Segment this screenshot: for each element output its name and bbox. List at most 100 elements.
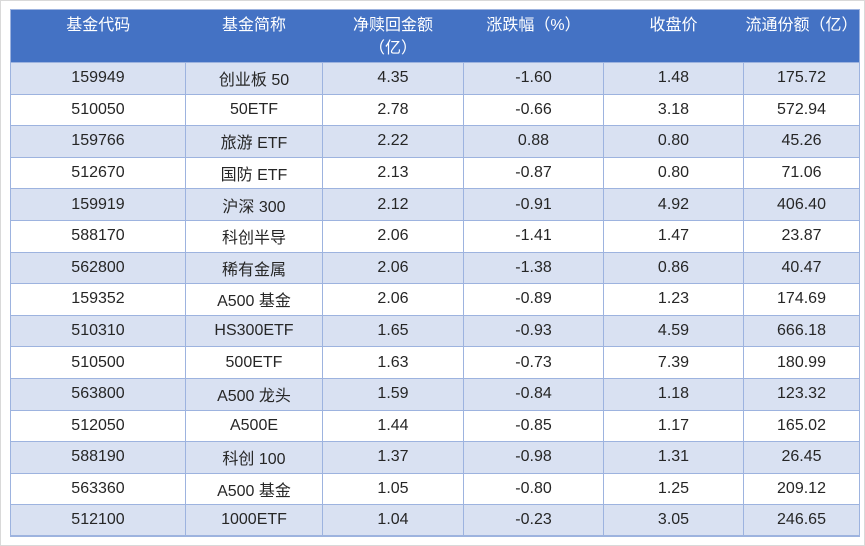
table-cell: -1.60: [463, 62, 604, 95]
table-cell: 209.12: [743, 472, 860, 506]
table-cell: 563360: [10, 472, 186, 506]
table-cell: 创业板 50: [185, 62, 323, 95]
table-cell: 512670: [10, 156, 186, 190]
table-cell: -0.66: [463, 93, 604, 127]
table-cell: 科创半导: [185, 219, 323, 253]
table-row: 563800 A500 龙头 1.59 -0.84 1.18 123.32: [10, 377, 860, 411]
table-cell: -0.89: [463, 283, 604, 316]
table-cell: 1.04: [322, 504, 464, 537]
table-cell: 26.45: [743, 441, 860, 474]
table-cell: 1.31: [603, 441, 744, 474]
table-cell: 123.32: [743, 377, 860, 411]
table-cell: 旅游 ETF: [185, 125, 323, 158]
table-row: 588190 科创 100 1.37 -0.98 1.31 26.45: [10, 441, 860, 474]
table-row: 563360 A500 基金 1.05 -0.80 1.25 209.12: [10, 472, 860, 506]
table-cell: 510050: [10, 93, 186, 127]
table-cell: -1.41: [463, 219, 604, 253]
table-cell: 406.40: [743, 188, 860, 221]
table-cell: -0.85: [463, 409, 604, 443]
table-cell: 2.06: [322, 283, 464, 316]
column-header-4: 收盘价: [603, 9, 744, 63]
table-cell: 1.25: [603, 472, 744, 506]
table-row: 588170 科创半导 2.06 -1.41 1.47 23.87: [10, 219, 860, 253]
table-cell: 510310: [10, 314, 186, 348]
table-cell: 588190: [10, 441, 186, 474]
table-cell: 40.47: [743, 251, 860, 285]
table-cell: 572.94: [743, 93, 860, 127]
header-row: 基金代码 基金简称 净赎回金额 （亿） 涨跌幅（%） 收盘价 流通份额（亿）: [10, 9, 860, 63]
table-cell: 科创 100: [185, 441, 323, 474]
fund-table: 基金代码 基金简称 净赎回金额 （亿） 涨跌幅（%） 收盘价 流通份额（亿） 159949…: [10, 9, 860, 538]
table-cell: 512050: [10, 409, 186, 443]
table-row: 510500 500ETF 1.63 -0.73 7.39 180.99: [10, 346, 860, 379]
table-cell: 71.06: [743, 156, 860, 190]
table-row: 159766 旅游 ETF 2.22 0.88 0.80 45.26: [10, 125, 860, 158]
table-cell: 稀有金属: [185, 251, 323, 285]
table-cell: 174.69: [743, 283, 860, 316]
table-cell: 588170: [10, 219, 186, 253]
table-cell: 2.12: [322, 188, 464, 221]
table-cell: 159949: [10, 62, 186, 95]
table-cell: 2.22: [322, 125, 464, 158]
table-cell: 562800: [10, 251, 186, 285]
table-cell: 4.92: [603, 188, 744, 221]
table-row: 510310 HS300ETF 1.65 -0.93 4.59 666.18: [10, 314, 860, 348]
table-cell: 3.18: [603, 93, 744, 127]
table-row: 159352 A500 基金 2.06 -0.89 1.23 174.69: [10, 283, 860, 316]
table-cell: -0.91: [463, 188, 604, 221]
table-cell: 4.35: [322, 62, 464, 95]
table-cell: 1.48: [603, 62, 744, 95]
table-cell: 175.72: [743, 62, 860, 95]
table-cell: 沪深 300: [185, 188, 323, 221]
column-header-0: 基金代码: [10, 9, 186, 63]
table-cell: 7.39: [603, 346, 744, 379]
table-cell: -0.80: [463, 472, 604, 506]
table-cell: -0.23: [463, 504, 604, 537]
table-cell: 1.47: [603, 219, 744, 253]
table-cell: A500 龙头: [185, 377, 323, 411]
table-cell: 159766: [10, 125, 186, 158]
table-cell: 1.18: [603, 377, 744, 411]
table-cell: 1.65: [322, 314, 464, 348]
table-cell: 1.59: [322, 377, 464, 411]
table-row: 512670 国防 ETF 2.13 -0.87 0.80 71.06: [10, 156, 860, 190]
table-row: 159949 创业板 50 4.35 -1.60 1.48 175.72: [10, 62, 860, 95]
table-cell: 1.37: [322, 441, 464, 474]
table-cell: 23.87: [743, 219, 860, 253]
table-cell: 2.78: [322, 93, 464, 127]
table-row: 512100 1000ETF 1.04 -0.23 3.05 246.65: [10, 504, 860, 537]
table-row: 562800 稀有金属 2.06 -1.38 0.86 40.47: [10, 251, 860, 285]
table-row: 159919 沪深 300 2.12 -0.91 4.92 406.40: [10, 188, 860, 221]
table-cell: 2.13: [322, 156, 464, 190]
column-header-5: 流通份额（亿）: [743, 9, 860, 63]
table-cell: -0.93: [463, 314, 604, 348]
table-cell: 0.88: [463, 125, 604, 158]
column-header-2: 净赎回金额 （亿）: [322, 9, 464, 63]
table-cell: HS300ETF: [185, 314, 323, 348]
table-cell: 1.63: [322, 346, 464, 379]
table-cell: 563800: [10, 377, 186, 411]
table-cell: A500 基金: [185, 283, 323, 316]
table-cell: 165.02: [743, 409, 860, 443]
table-header: 基金代码 基金简称 净赎回金额 （亿） 涨跌幅（%） 收盘价 流通份额（亿）: [10, 9, 860, 63]
table-cell: -0.73: [463, 346, 604, 379]
table-cell: 3.05: [603, 504, 744, 537]
table-cell: 1.17: [603, 409, 744, 443]
table-row: 512050 A500E 1.44 -0.85 1.17 165.02: [10, 409, 860, 443]
table-cell: 国防 ETF: [185, 156, 323, 190]
table-cell: 1000ETF: [185, 504, 323, 537]
table-cell: 0.86: [603, 251, 744, 285]
table-cell: -0.87: [463, 156, 604, 190]
table-cell: 510500: [10, 346, 186, 379]
table-cell: 50ETF: [185, 93, 323, 127]
table-cell: 45.26: [743, 125, 860, 158]
table-cell: 0.80: [603, 156, 744, 190]
table-cell: 2.06: [322, 219, 464, 253]
table-cell: -1.38: [463, 251, 604, 285]
table-cell: 2.06: [322, 251, 464, 285]
table-cell: 159919: [10, 188, 186, 221]
table-cell: 1.44: [322, 409, 464, 443]
table-row: 510050 50ETF 2.78 -0.66 3.18 572.94: [10, 93, 860, 127]
table-cell: 0.80: [603, 125, 744, 158]
